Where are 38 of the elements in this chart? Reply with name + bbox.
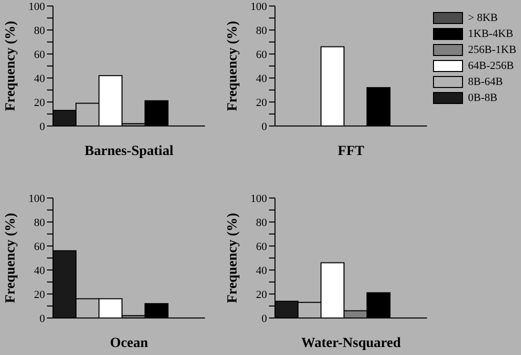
- text: Barnes-Spatial: [84, 144, 174, 160]
- y-tick-label: 20: [256, 96, 268, 109]
- y-tick-label: 100: [250, 192, 268, 205]
- legend-label: 0B-8B: [468, 92, 498, 104]
- y-tick-label: 60: [34, 48, 46, 61]
- y-tick-label: 20: [34, 96, 46, 109]
- y-tick-label: 80: [34, 216, 46, 229]
- y-axis-title: Frequency (%): [4, 20, 18, 112]
- legend-label: > 8KB: [468, 12, 498, 24]
- y-tick-label: 80: [256, 216, 268, 229]
- y-tick-label: 20: [34, 288, 46, 301]
- y-tick-label: 0: [262, 312, 268, 325]
- text: Water-Nsquared: [300, 336, 402, 352]
- y-axis-title: Frequency (%): [226, 212, 240, 304]
- y-tick-label: 40: [256, 72, 268, 85]
- y-tick-label: 60: [34, 240, 46, 253]
- y-tick-label: 60: [256, 240, 268, 253]
- y-tick-label: 100: [28, 0, 46, 13]
- y-tick-label: 100: [28, 192, 46, 205]
- y-tick-label: 40: [256, 264, 268, 277]
- text: Ocean: [108, 336, 150, 352]
- y-tick-label: 0: [40, 120, 46, 133]
- y-tick-label: 60: [256, 48, 268, 61]
- legend-label: 1KB-4KB: [468, 28, 514, 40]
- y-tick-label: 80: [256, 24, 268, 37]
- y-tick-label: 40: [34, 72, 46, 85]
- y-tick-label: 20: [256, 288, 268, 301]
- legend-label: 64B-256B: [468, 60, 514, 72]
- y-tick-label: 80: [34, 24, 46, 37]
- legend-label: 8B-64B: [468, 76, 503, 88]
- text: FFT: [336, 144, 366, 160]
- y-tick-label: 0: [262, 120, 268, 133]
- y-axis-title: Frequency (%): [226, 20, 240, 112]
- y-tick-label: 0: [40, 312, 46, 325]
- y-tick-label: 100: [250, 0, 268, 13]
- y-axis-title: Frequency (%): [4, 212, 18, 304]
- legend-label: 256B-1KB: [468, 44, 516, 56]
- y-tick-label: 40: [34, 264, 46, 277]
